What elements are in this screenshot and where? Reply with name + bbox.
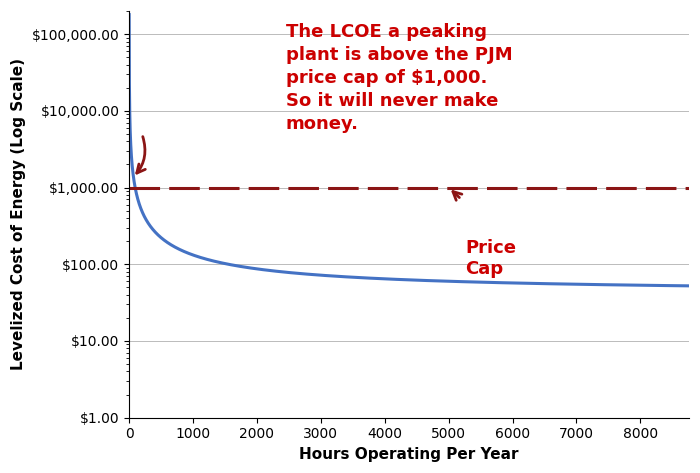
X-axis label: Hours Operating Per Year: Hours Operating Per Year (300, 447, 519, 462)
Y-axis label: Levelized Cost of Energy (Log Scale): Levelized Cost of Energy (Log Scale) (11, 58, 26, 370)
Text: Price
Cap: Price Cap (465, 239, 516, 278)
Text: The LCOE a peaking
plant is above the PJM
price cap of $1,000.
So it will never : The LCOE a peaking plant is above the PJ… (286, 23, 512, 133)
